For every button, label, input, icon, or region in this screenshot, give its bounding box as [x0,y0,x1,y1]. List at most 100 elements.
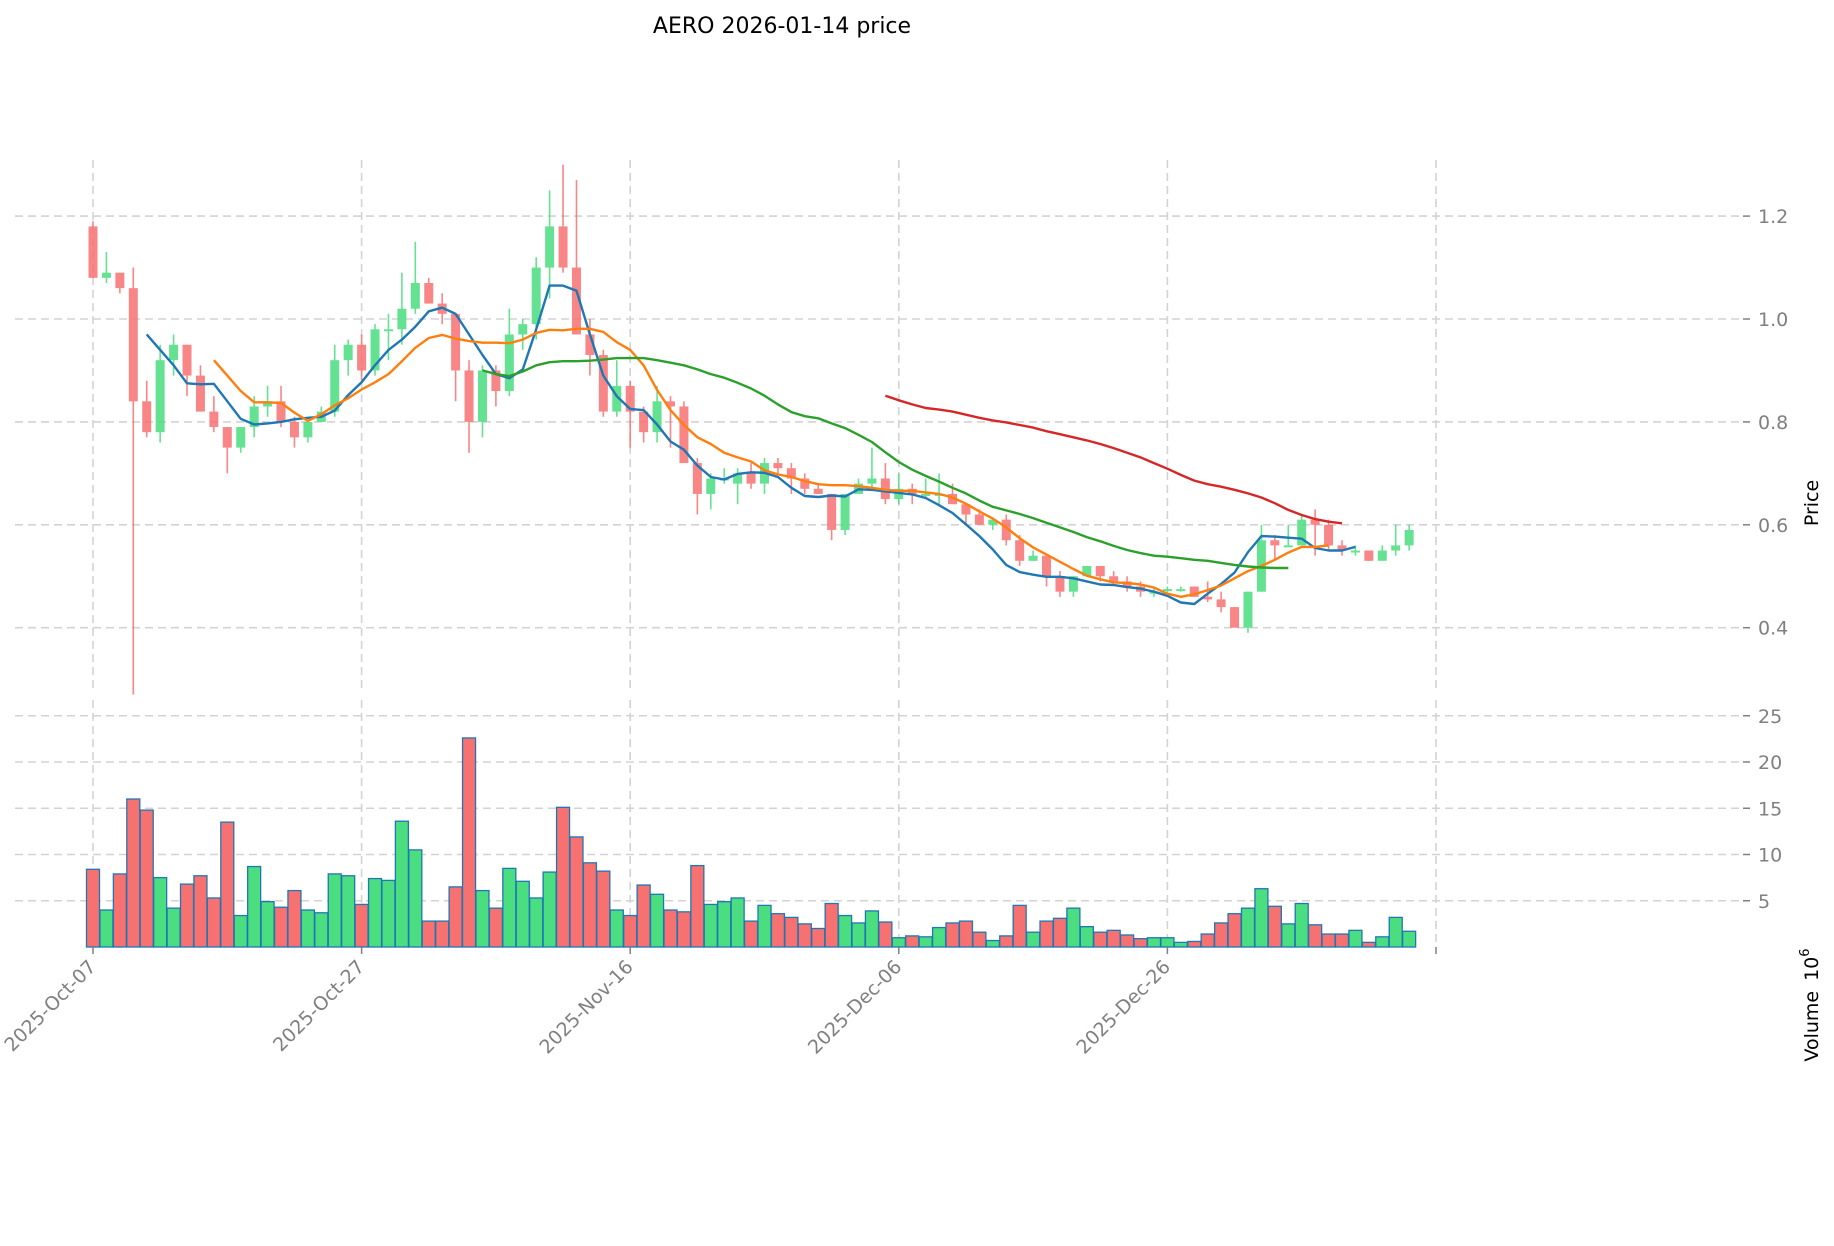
candle [397,272,407,345]
volume-bar [1052,917,1068,948]
candle [289,416,299,448]
date-tick-label: 2025-Oct-07 [0,956,100,1056]
volume-bar [233,914,248,948]
candle [652,385,662,443]
candle [867,447,877,489]
candle [155,344,165,443]
volume-bar [1267,905,1282,948]
volume-bar [1200,933,1215,948]
volume-bar [636,884,651,948]
volume-bar [220,821,235,948]
volume-bar [1227,913,1242,948]
volume-bar [300,909,316,948]
volume-bar [247,865,262,948]
candle [800,473,810,494]
moving-average-lines [145,284,1356,606]
volume-bar [1401,930,1417,948]
volume-bar [502,867,517,948]
candle [571,180,581,335]
candle [1270,535,1280,561]
ma-line-ma20 [482,356,1289,570]
volume-bar [837,914,853,948]
volume-bar [408,849,423,948]
volume-bar [891,937,906,948]
volume-bar [1321,933,1336,948]
candle [477,365,487,438]
candle [1176,586,1186,592]
candle [209,396,219,433]
candle [894,473,904,505]
volume-bar [166,907,181,948]
volume-bar [394,820,410,948]
candle [343,339,353,376]
candle [357,334,367,381]
candle [679,401,689,464]
volume-bar [354,903,369,948]
grid-lines [15,160,1740,947]
volume-bar [1160,937,1175,948]
candle [1028,550,1038,561]
candle [383,313,393,361]
candle [182,344,192,397]
candle [1230,607,1240,628]
volume-bar [193,875,208,948]
volume-bar [1361,941,1376,948]
volume-bar [999,935,1014,948]
volume-bar [596,870,611,948]
candle [773,457,783,474]
candle [880,463,890,505]
volume-bar [770,913,786,948]
candle [1055,571,1065,597]
volume-axis-ticks: 25 20 15 10 5 [1743,706,1782,913]
volume-bar [1213,922,1229,948]
volume-bar [582,862,598,948]
candle [934,473,944,505]
volume-bar [314,912,329,948]
volume-bar [1173,941,1188,948]
volume-bar [690,864,705,948]
volume-tick-label: 15 [1758,798,1782,820]
candle [115,272,125,294]
candle [236,427,246,453]
volume-bar [260,901,275,948]
candle [558,164,568,273]
volume-bar [341,875,356,948]
candle [451,313,461,402]
ma-line-ma5 [145,284,1356,606]
price-axis-ticks: 1.2 1.0 0.8 0.6 0.4 [1743,206,1788,640]
candle [410,241,420,314]
volume-bar [126,798,141,948]
chart-title: AERO 2026-01-14 price [653,14,911,39]
candle [464,360,474,453]
price-tick-label: 0.4 [1758,618,1788,640]
volume-bar [179,883,195,948]
volume-bar [273,906,289,948]
candle [276,385,286,428]
candle [921,478,931,500]
volume-bar [555,806,571,948]
volume-bar [435,920,450,948]
price-tick-label: 0.6 [1758,515,1788,537]
volume-bar [421,920,436,948]
volume-bar [609,909,624,948]
candle [1109,571,1119,582]
candle [1256,524,1266,592]
volume-bar [797,923,812,948]
volume-bar [811,927,826,948]
volume-bar [864,910,880,948]
candle [169,334,179,376]
candle [504,308,514,397]
candle [639,406,649,443]
volume-bar [448,886,463,948]
candle [625,380,635,448]
volume-bar [1375,936,1390,948]
candle [1337,540,1347,556]
volume-bar [972,931,987,948]
date-tick-label: 2025-Oct-27 [269,956,369,1056]
volume-bar [542,871,557,948]
volume-bar [139,809,154,948]
volume-bar [824,902,839,948]
volume-bar [851,922,866,948]
volume-bar [206,897,222,948]
